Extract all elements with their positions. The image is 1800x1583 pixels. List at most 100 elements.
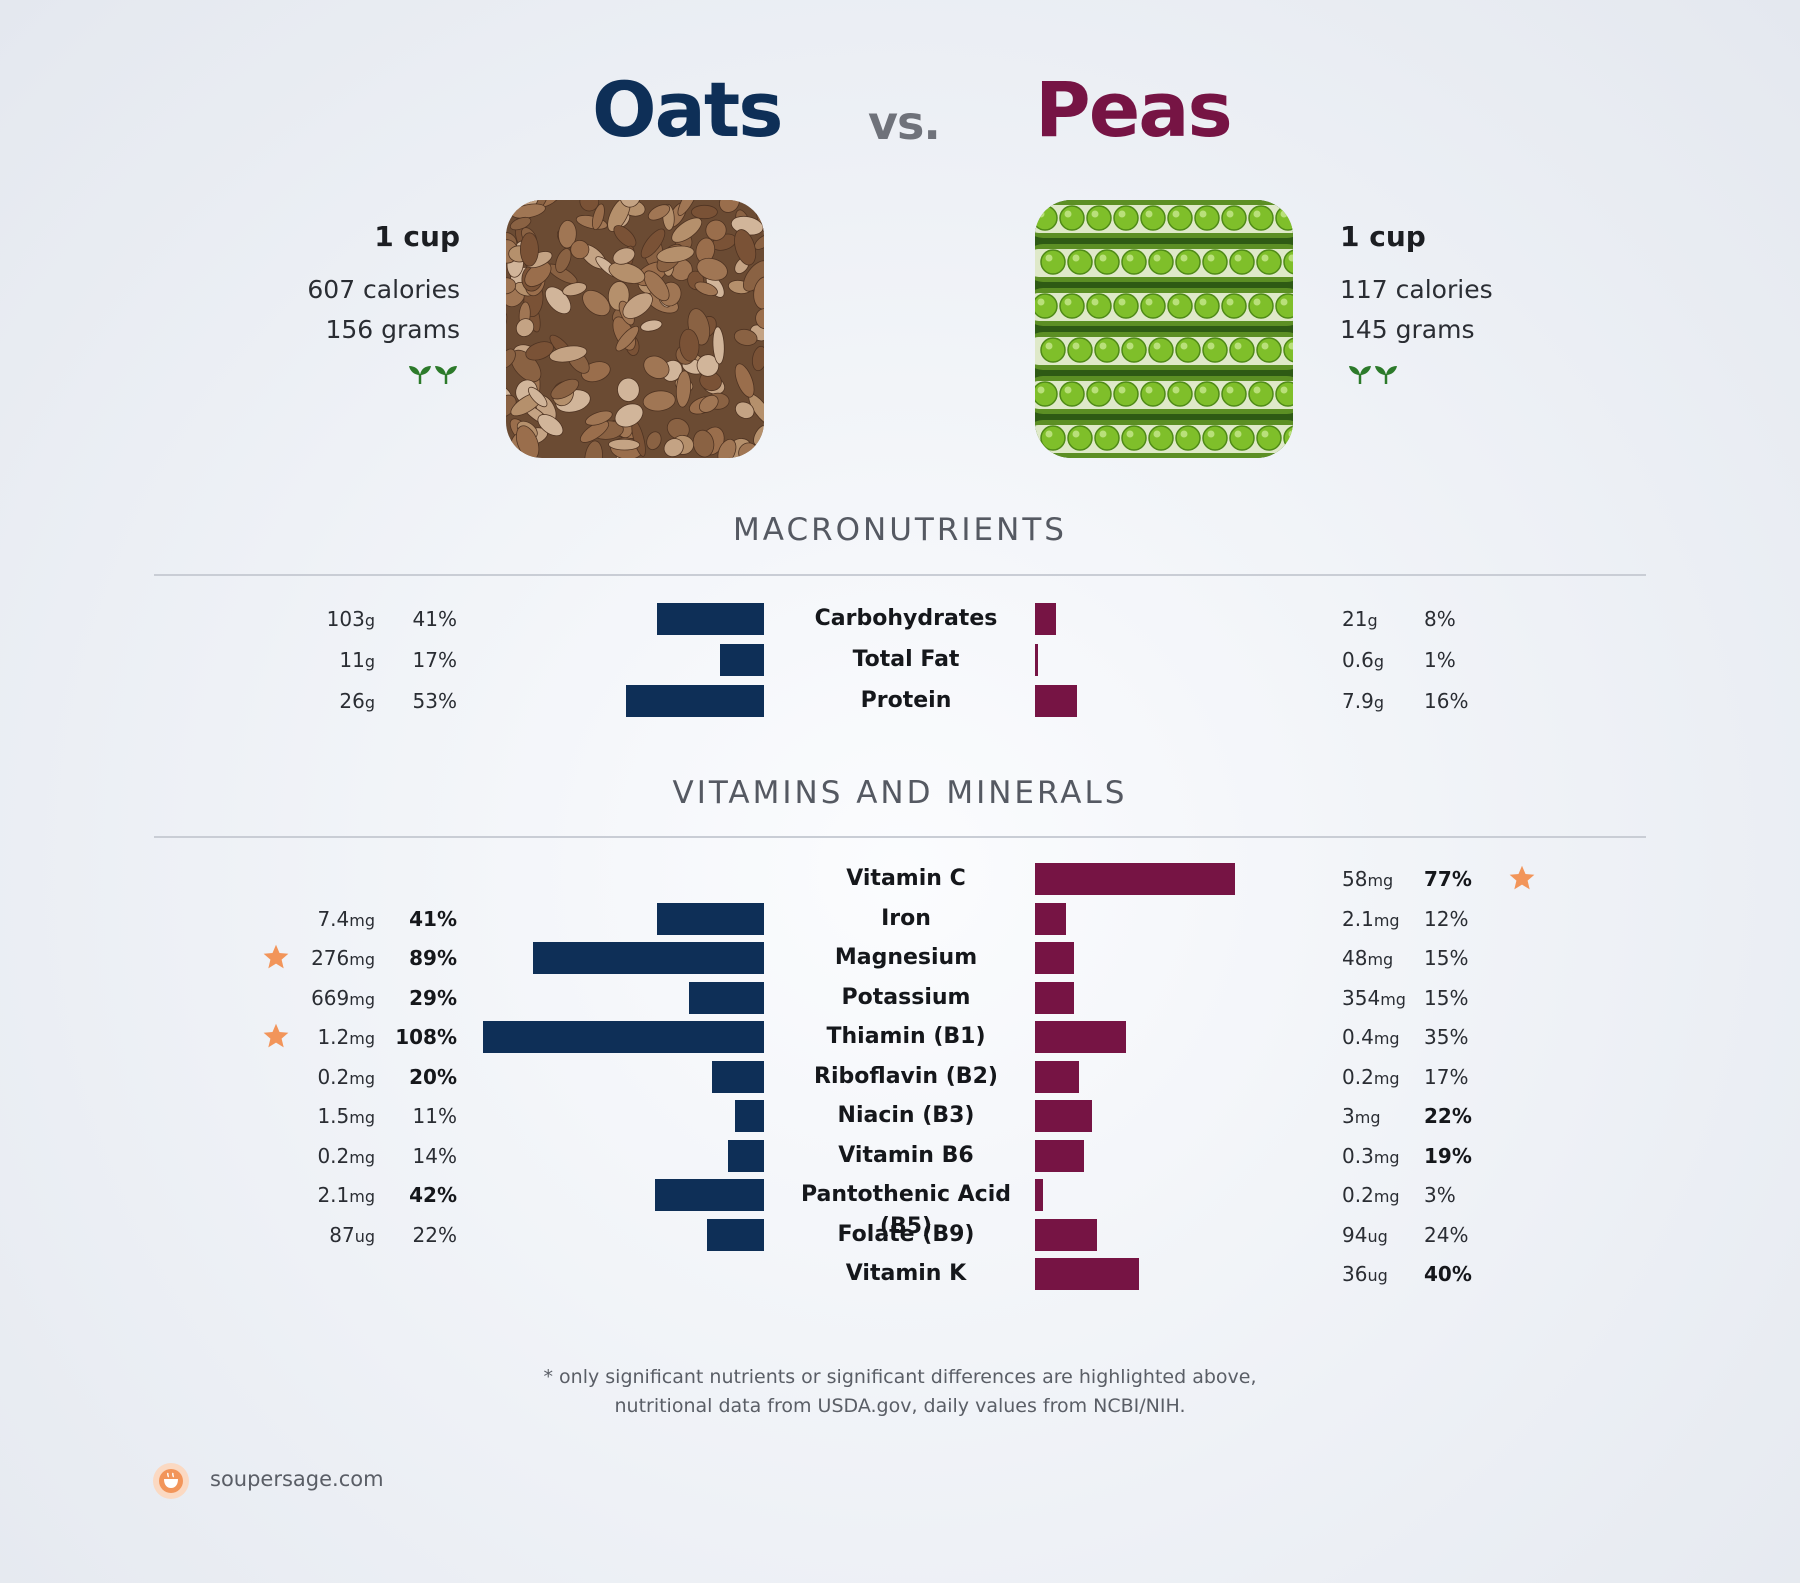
oat-flake	[548, 345, 588, 363]
pea	[1121, 425, 1147, 451]
oat-flake	[753, 424, 764, 446]
oats-bar	[712, 1060, 764, 1093]
peas-daily-value: 1%	[1424, 648, 1456, 672]
oats-amount: 669mg	[260, 982, 375, 1016]
pea	[1275, 381, 1293, 407]
oat-flake	[751, 345, 764, 372]
pea	[1094, 249, 1120, 275]
oat-flake	[582, 289, 611, 317]
pea-highlight	[1172, 210, 1180, 218]
pea	[1086, 293, 1112, 319]
nutrient-label: Protein	[860, 688, 952, 713]
peas-amount: 58mg	[1342, 863, 1432, 897]
peas-amount: 7.9g	[1342, 685, 1432, 719]
oats-amount: 26g	[260, 685, 375, 719]
pea	[1086, 381, 1112, 407]
pea	[1067, 425, 1093, 451]
macronutrients-divider	[154, 574, 1646, 576]
peas-amount-unit: mg	[1380, 989, 1406, 1009]
macronutrients-heading: MACRONUTRIENTS	[733, 512, 1067, 548]
pea	[1229, 425, 1255, 451]
pea-highlight	[1099, 430, 1107, 438]
oats-daily-value: 41%	[409, 906, 457, 931]
peas-amount-value: 58	[1342, 867, 1368, 891]
oat-flake	[511, 203, 546, 219]
oat-flake	[643, 355, 670, 379]
peas-daily-value: 15%	[1424, 985, 1469, 1010]
pea-highlight	[1253, 210, 1261, 218]
pea-highlight	[1091, 386, 1099, 394]
oats-amount-value: 1.5	[317, 1104, 350, 1128]
oats-amount-value: 0.2	[317, 1064, 350, 1089]
oats-amount-unit: mg	[349, 1108, 375, 1127]
pea-highlight	[1180, 342, 1188, 350]
pea	[1040, 337, 1066, 363]
oats-amount: 1.2mg	[260, 1021, 375, 1055]
oats-amount-unit: mg	[349, 1068, 375, 1088]
pea	[1202, 249, 1228, 275]
pea-highlight	[1126, 342, 1134, 350]
oat-flake	[646, 431, 662, 451]
pea-highlight	[1226, 298, 1234, 306]
oat-flake	[550, 378, 580, 400]
oat-flake	[614, 403, 644, 428]
oat-flake	[679, 328, 700, 362]
oat-flake	[608, 438, 641, 451]
pea	[1086, 205, 1112, 231]
brand-link[interactable]: soupersage.com	[210, 1467, 384, 1491]
peas-amount-value: 48	[1342, 946, 1368, 970]
oats-bar	[657, 603, 764, 635]
pea	[1221, 205, 1247, 231]
nutrient-label: Iron	[881, 905, 931, 931]
oat-flake	[519, 232, 539, 267]
pea	[1194, 381, 1220, 407]
pea	[1148, 337, 1174, 363]
pea-highlight	[1180, 254, 1188, 262]
peas-amount: 94ug	[1342, 1219, 1432, 1253]
peas-amount: 21g	[1342, 603, 1432, 637]
oat-flake	[671, 217, 703, 243]
oat-flake	[663, 438, 684, 458]
nutrient-label: Carbohydrates	[814, 606, 998, 631]
oats-daily-value: 29%	[409, 985, 457, 1010]
oats-amount-unit: g	[364, 693, 375, 712]
pea	[1194, 293, 1220, 319]
peas-amount-unit: g	[1367, 611, 1378, 630]
peas-amount: 48mg	[1342, 942, 1432, 976]
oat-flake	[579, 200, 600, 212]
oats-amount-unit: mg	[349, 950, 375, 969]
left-food-title: Oats	[592, 65, 783, 154]
oat-flake	[690, 204, 718, 220]
oat-flake	[515, 318, 535, 337]
pea	[1175, 425, 1201, 451]
nutrient-label: Total Fat	[852, 647, 960, 672]
oat-flake	[755, 308, 764, 330]
pea-highlight	[1261, 342, 1269, 350]
peas-bar	[1035, 603, 1056, 635]
oat-flake	[640, 228, 666, 259]
pea-highlight	[1199, 210, 1207, 218]
pea	[1113, 381, 1139, 407]
pea	[1275, 293, 1293, 319]
peas-bar	[1035, 981, 1074, 1014]
oats-amount-unit: ug	[354, 1226, 375, 1246]
pea	[1140, 381, 1166, 407]
peas-amount-unit: mg	[1373, 1147, 1400, 1167]
left-calories: 607 calories	[307, 275, 460, 304]
star-icon	[262, 1022, 290, 1050]
oat-flake	[619, 200, 641, 208]
oat-flake	[640, 319, 663, 332]
pea	[1175, 337, 1201, 363]
pea	[1229, 337, 1255, 363]
oats-amount: 276mg	[260, 942, 375, 976]
pea-highlight	[1288, 254, 1293, 262]
peas-daily-value: 8%	[1424, 607, 1456, 631]
pea-highlight	[1199, 298, 1207, 306]
oats-daily-value: 22%	[412, 1222, 457, 1247]
pea-highlight	[1037, 210, 1045, 218]
pea-highlight	[1261, 254, 1269, 262]
vitamins-heading: VITAMINS AND MINERALS	[672, 775, 1128, 811]
pea	[1035, 381, 1058, 407]
pea	[1121, 249, 1147, 275]
peas-amount-value: 7.9	[1342, 689, 1374, 713]
